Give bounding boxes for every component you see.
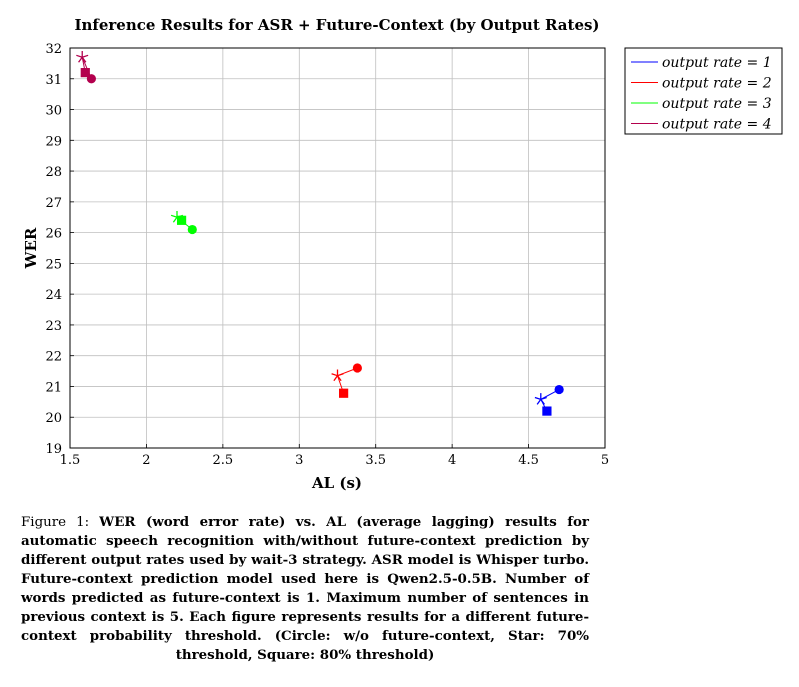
- data-point-circle: [352, 363, 362, 373]
- data-point-star: [534, 393, 547, 405]
- caption-text: WER (word error rate) vs. AL (average la…: [21, 514, 589, 663]
- y-tick-label: 31: [45, 73, 62, 88]
- x-axis-label: AL (s): [311, 474, 362, 492]
- x-tick-label: 2.5: [213, 453, 234, 468]
- x-tick-label: 4.5: [518, 453, 539, 468]
- y-tick-label: 32: [45, 42, 62, 57]
- y-tick-label: 29: [45, 134, 62, 149]
- y-tick-label: 24: [45, 288, 62, 303]
- data-point-square: [542, 406, 552, 416]
- data-points: [76, 51, 564, 416]
- data-point-square: [339, 388, 349, 398]
- axis-ticks: 1.5 2 2.5 3 3.5 4 4.5 5 19 20 21 22 23 24 25 26 27 28 29 30…: [45, 42, 609, 468]
- data-point-star: [76, 51, 89, 63]
- y-tick-label: 20: [45, 411, 62, 426]
- y-tick-label: 28: [45, 165, 62, 180]
- legend-label-4: output rate = 4: [662, 117, 772, 133]
- legend-label-3: output rate = 3: [662, 96, 772, 112]
- x-tick-label: 3.5: [365, 453, 386, 468]
- x-tick-label: 4: [448, 453, 456, 468]
- data-point-square: [80, 68, 90, 78]
- y-tick-label: 25: [45, 257, 62, 272]
- legend-label-2: output rate = 2: [662, 76, 772, 92]
- plot-frame: [69, 47, 606, 449]
- chart: Inference Results for ASR + Future-Conte…: [22, 16, 783, 492]
- y-tick-label: 19: [45, 442, 62, 457]
- legend-label-1: output rate = 1: [662, 55, 772, 71]
- grid: [69, 47, 606, 449]
- y-tick-label: 23: [45, 319, 62, 334]
- y-tick-label: 30: [45, 104, 62, 119]
- x-tick-label: 5: [601, 453, 609, 468]
- data-point-circle: [187, 224, 197, 235]
- data-point-circle: [554, 384, 564, 395]
- figure-caption: Figure 1: WER (word error rate) vs. AL (…: [21, 513, 589, 665]
- x-tick-label: 2: [142, 453, 150, 468]
- x-tick-label: 1.5: [60, 453, 81, 468]
- y-tick-label: 21: [45, 380, 62, 395]
- data-point-star: [331, 369, 344, 382]
- x-tick-label: 3: [295, 453, 303, 468]
- legend: output rate = 1 output rate = 2 output rat…: [624, 47, 783, 135]
- data-point-square: [176, 215, 187, 225]
- chart-title: Inference Results for ASR + Future-Conte…: [74, 16, 599, 34]
- y-tick-label: 26: [45, 227, 62, 242]
- caption-label: Figure 1:: [21, 515, 90, 530]
- y-axis-label: WER: [22, 227, 40, 269]
- y-tick-label: 27: [45, 196, 62, 211]
- y-tick-label: 22: [45, 350, 62, 365]
- series-connectors: [81, 57, 560, 412]
